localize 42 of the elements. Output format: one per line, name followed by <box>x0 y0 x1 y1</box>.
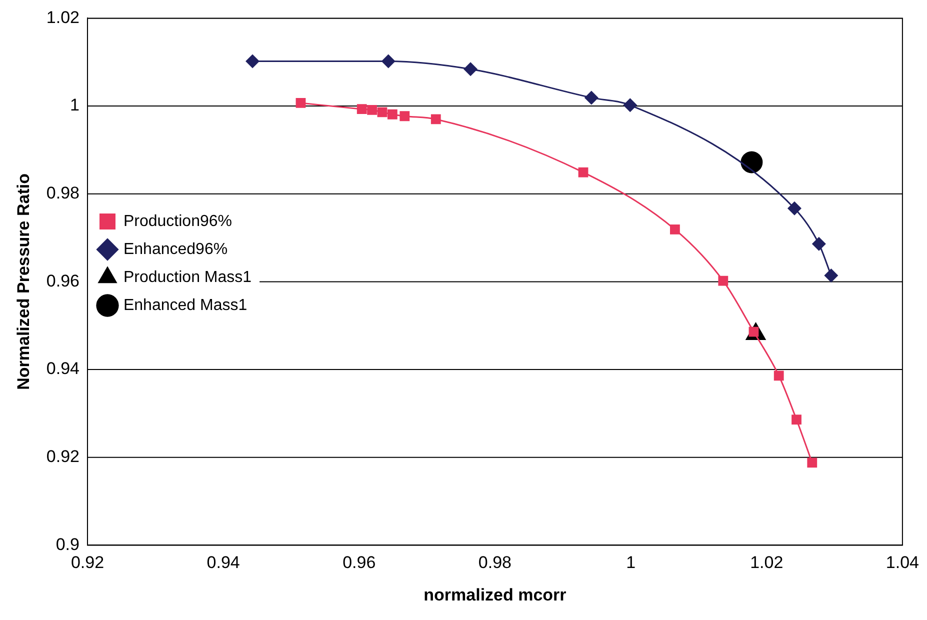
point <box>824 268 838 283</box>
point <box>296 98 306 108</box>
point <box>740 151 763 174</box>
x-tick-label: 1.02 <box>750 553 784 572</box>
point <box>670 224 680 234</box>
x-tick-label: 1.04 <box>886 553 920 572</box>
y-axis-title: Normalized Pressure Ratio <box>14 174 33 390</box>
point <box>584 90 598 105</box>
point <box>578 167 588 178</box>
point <box>718 276 728 286</box>
point <box>464 62 478 76</box>
legend-label: Production96% <box>123 212 232 230</box>
y-tick-label: 0.98 <box>46 184 80 203</box>
legend-label: Enhanced96% <box>123 240 228 258</box>
y-tick-label: 1 <box>70 96 80 115</box>
point <box>430 114 441 124</box>
point <box>356 104 367 114</box>
point <box>623 98 638 112</box>
point <box>807 458 818 468</box>
y-tick-label: 1.02 <box>46 8 80 27</box>
point <box>774 370 784 381</box>
y-tick-label: 0.96 <box>46 271 80 290</box>
y-tick-label: 0.94 <box>46 359 80 378</box>
x-axis-title: normalized mcorr <box>424 585 567 604</box>
point <box>812 236 826 251</box>
point <box>246 54 260 68</box>
legend-label: Enhanced Mass1 <box>123 296 248 314</box>
point <box>377 107 388 118</box>
legend-label: Production Mass1 <box>123 268 252 286</box>
point <box>381 54 396 68</box>
point <box>787 201 802 216</box>
point <box>387 109 398 120</box>
x-tick-label: 1 <box>626 553 636 572</box>
y-tick-label: 0.9 <box>56 534 80 554</box>
x-tick-label: 0.92 <box>70 553 104 572</box>
point <box>792 414 802 425</box>
x-tick-label: 0.94 <box>206 553 240 572</box>
point <box>400 111 410 122</box>
x-tick-label: 0.96 <box>342 553 376 572</box>
point <box>367 105 377 115</box>
y-tick-label: 0.92 <box>46 447 80 466</box>
x-tick-label: 0.98 <box>478 553 512 572</box>
